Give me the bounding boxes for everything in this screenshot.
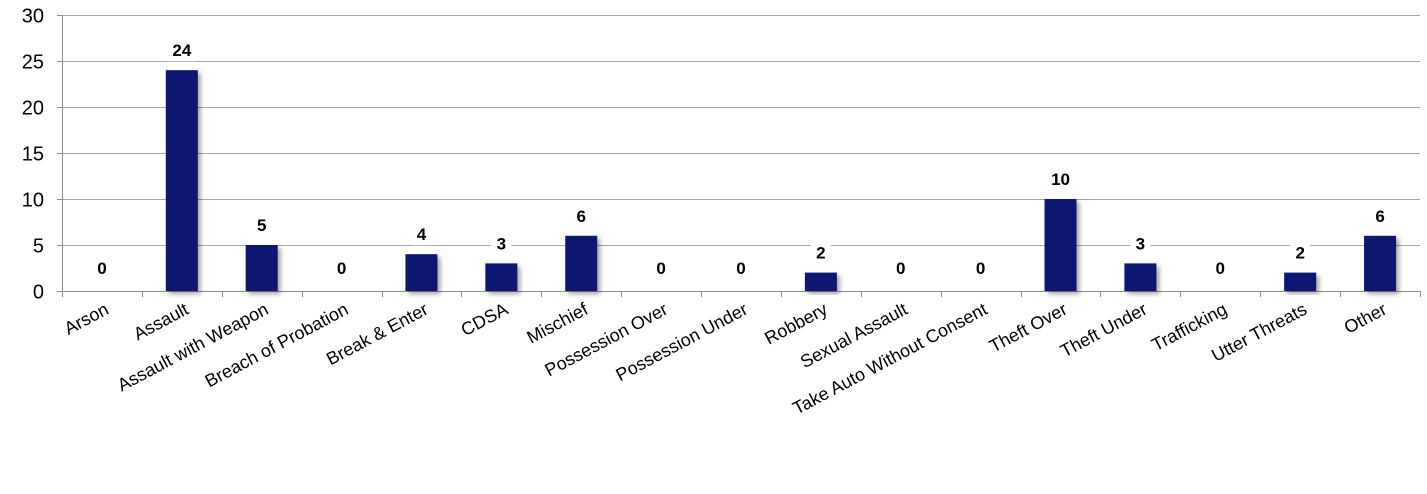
x-tick-label-arson: Arson: [61, 299, 112, 339]
x-tick-label-mischief: Mischief: [523, 298, 592, 347]
bar-other: [1364, 235, 1397, 291]
data-label-mischief: 6: [577, 207, 586, 226]
x-tick-label-theft-over: Theft Over: [986, 299, 1070, 357]
data-label-possession-over: 0: [656, 259, 665, 278]
data-label-background: [491, 234, 512, 255]
data-label-theft-under: 3: [1136, 234, 1145, 253]
data-label-breach-of-probation: 0: [337, 259, 346, 278]
data-label-trafficking: 0: [1216, 259, 1225, 278]
x-tick-label-possession-under: Possession Under: [613, 299, 751, 385]
y-tick-label: 5: [33, 236, 44, 258]
data-label-assault-with-weapon: 5: [257, 216, 266, 235]
data-label-background: [91, 259, 112, 279]
bars: [165, 70, 1397, 291]
y-tick-label: 10: [22, 190, 44, 212]
data-label-robbery: 2: [816, 244, 825, 263]
data-label-cdsa: 3: [497, 234, 506, 253]
data-label-background: [890, 259, 911, 279]
data-label-theft-over: 10: [1051, 170, 1070, 189]
y-tick-label: 0: [33, 282, 44, 304]
data-label-possession-under: 0: [736, 259, 745, 278]
bar-utter-threats: [1284, 272, 1317, 291]
bar-robbery: [804, 272, 837, 291]
y-tick-label: 30: [22, 6, 44, 28]
data-label-background: [810, 243, 831, 264]
data-label-assault: 24: [172, 41, 191, 60]
data-label-break-enter: 4: [417, 225, 427, 244]
data-label-background: [571, 206, 592, 227]
data-label-background: [1210, 259, 1231, 279]
y-tick-label: 25: [22, 52, 44, 74]
data-label-sexual-assault: 0: [896, 259, 905, 278]
data-label-background: [1045, 170, 1076, 190]
bar-break-enter: [405, 254, 438, 291]
data-label-background: [411, 225, 432, 246]
bar-assault: [165, 70, 198, 291]
bar-theft-over: [1044, 199, 1077, 291]
data-labels: 0 24 5 0 4 3 6 0 0 2 0 0 10 3 0 2 6: [91, 41, 1391, 279]
gridlines: [62, 15, 1420, 246]
bar-assault-with-weapon: [245, 245, 278, 291]
bar-cdsa: [485, 263, 518, 291]
x-tick-label-breach-of-probation: Breach of Probation: [202, 299, 352, 391]
y-axis-tick-labels: 0 5 10 15 20 25 30: [22, 6, 44, 304]
data-label-arson: 0: [97, 259, 106, 278]
y-tick-label: 15: [22, 144, 44, 166]
data-label-background: [970, 259, 991, 279]
data-label-take-auto-without-consent: 0: [976, 259, 985, 278]
data-label-background: [1370, 206, 1391, 227]
bar-theft-under: [1124, 263, 1157, 291]
x-tick-label-assault: Assault: [130, 299, 192, 344]
x-tick-label-assault-with-weapon: Assault with Weapon: [114, 299, 272, 395]
bar-mischief: [565, 235, 598, 291]
data-label-other: 6: [1375, 207, 1384, 226]
axes: [57, 15, 1421, 297]
x-tick-label-cdsa: CDSA: [458, 299, 512, 340]
data-label-background: [1290, 243, 1311, 264]
x-tick-label-theft-under: Theft Under: [1057, 299, 1150, 361]
data-label-background: [166, 41, 197, 62]
x-tick-label-other: Other: [1341, 299, 1390, 338]
data-label-background: [1130, 234, 1151, 255]
y-tick-label: 20: [22, 98, 44, 120]
data-label-background: [731, 259, 751, 279]
data-label-background: [651, 259, 672, 279]
data-label-utter-threats: 2: [1295, 244, 1304, 263]
data-label-background: [331, 259, 352, 279]
data-label-background: [251, 216, 272, 236]
